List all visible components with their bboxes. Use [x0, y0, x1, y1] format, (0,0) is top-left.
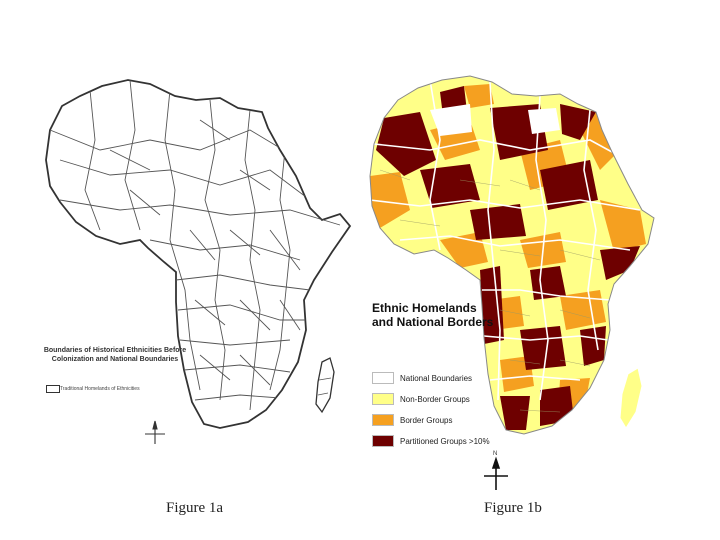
legend-b-row: Partitioned Groups >10% [372, 434, 490, 448]
legend-b-swatch [372, 372, 394, 384]
legend-title-b: Ethnic Homelands and National Borders [372, 301, 512, 329]
legend-b-swatch [372, 435, 394, 447]
legend-title-b-line1: Ethnic Homelands [372, 301, 477, 315]
north-arrow-icon-a [145, 420, 165, 444]
legend-b-label: Non-Border Groups [400, 394, 470, 404]
legend-b-label: Partitioned Groups >10% [400, 436, 490, 446]
africa-outline-map [45, 79, 351, 429]
north-arrow-icon-b [484, 456, 508, 490]
legend-b-label: National Boundaries [400, 373, 473, 383]
legend-title-a: Boundaries of Historical Ethnicities Bef… [43, 347, 187, 363]
north-label-b: N [493, 451, 498, 457]
legend-b-swatch [372, 414, 394, 426]
africa-colored-map [369, 75, 655, 435]
legend-b-row: National Boundaries [372, 371, 472, 385]
caption-figure-1b: Figure 1b [484, 500, 542, 516]
legend-b-row: Border Groups [372, 413, 452, 427]
legend-b-label: Border Groups [400, 415, 453, 425]
legend-b-swatch [372, 393, 394, 405]
legend-b-row: Non-Border Groups [372, 392, 470, 406]
legend-item-a: Traditional Homelands of Ethnicities [60, 386, 140, 392]
legend-title-b-line2: and National Borders [372, 315, 494, 329]
caption-figure-1a: Figure 1a [166, 500, 224, 516]
legend-swatch-a [46, 385, 60, 393]
